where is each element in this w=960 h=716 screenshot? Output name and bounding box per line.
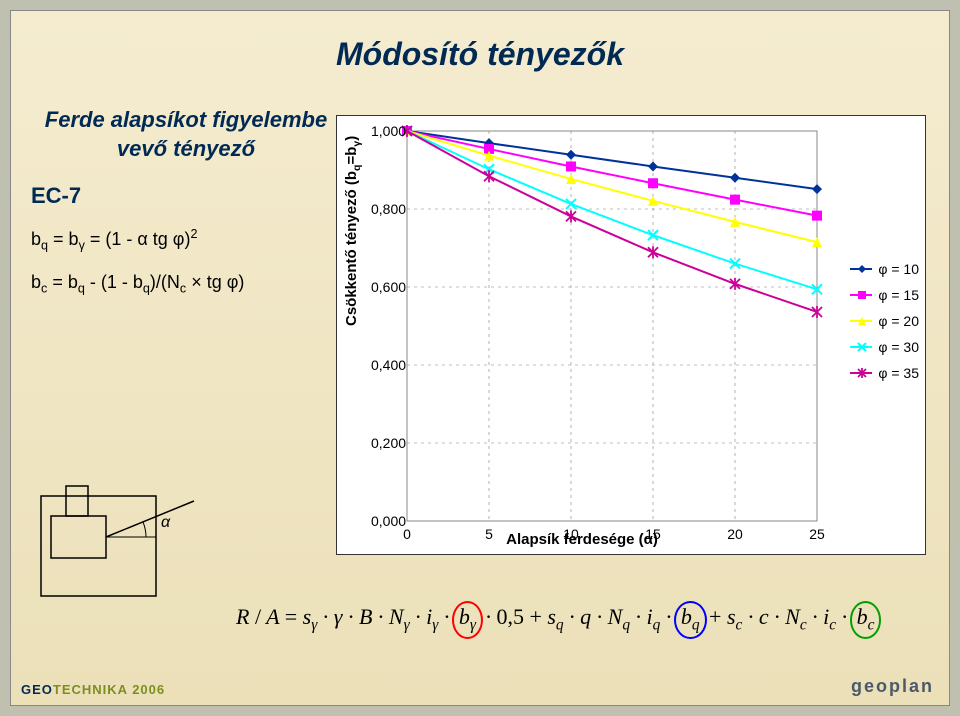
chart-container: Csökkentő tényező (bq=bγ) φ = 10φ = 15φ … [336, 115, 926, 555]
footer-right: geoplan [851, 676, 934, 697]
equation-2: bc = bq - (1 - bq)/(Nc × tg φ) [31, 272, 341, 297]
main-formula: R / A = sγ · γ · B · Nγ · iγ · bγ · 0,5 … [236, 601, 878, 639]
x-tick: 25 [802, 526, 832, 542]
legend-item: φ = 15 [850, 282, 919, 308]
x-tick: 10 [556, 526, 586, 542]
footer-left: GEOTECHNIKA 2006 [21, 682, 165, 697]
y-tick: 0,800 [371, 201, 403, 217]
slide: Módosító tényezők Ferde alapsíkot figyel… [10, 10, 950, 706]
y-tick: 1,000 [371, 123, 403, 139]
legend-item: φ = 30 [850, 334, 919, 360]
legend-item: φ = 20 [850, 308, 919, 334]
equation-1: bq = bγ = (1 - α tg φ)2 [31, 227, 341, 254]
page-title: Módosító tényezők [11, 36, 949, 73]
chart-legend: φ = 10φ = 15φ = 20φ = 30φ = 35 [850, 256, 919, 386]
x-tick: 15 [638, 526, 668, 542]
left-text-block: Ferde alapsíkot figyelembe vevő tényező … [31, 106, 341, 315]
legend-item: φ = 35 [850, 360, 919, 386]
ec7-label: EC-7 [31, 183, 341, 209]
y-tick: 0,400 [371, 357, 403, 373]
x-tick: 0 [392, 526, 422, 542]
x-tick: 20 [720, 526, 750, 542]
y-axis-label: Csökkentő tényező (bq=bγ) [343, 136, 363, 326]
x-tick: 5 [474, 526, 504, 542]
plot-area [407, 131, 817, 521]
y-tick: 0,200 [371, 435, 403, 451]
foundation-sketch: α [36, 431, 196, 611]
subheading: Ferde alapsíkot figyelembe vevő tényező [31, 106, 341, 163]
legend-item: φ = 10 [850, 256, 919, 282]
alpha-symbol: α [161, 514, 171, 531]
y-tick: 0,600 [371, 279, 403, 295]
